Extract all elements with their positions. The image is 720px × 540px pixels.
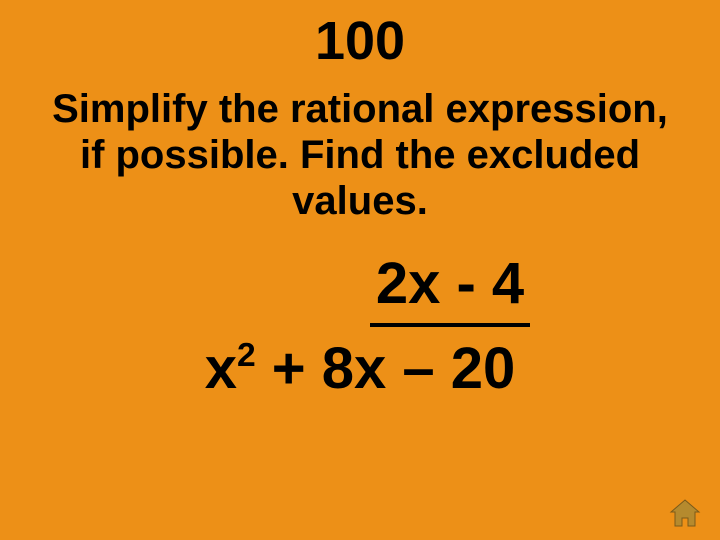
fraction-numerator: 2x - 4 [370, 248, 530, 327]
denominator-rest: + 8x – 20 [256, 336, 516, 401]
fraction-denominator: x2 + 8x – 20 [205, 333, 516, 406]
points-value: 100 [0, 0, 720, 68]
denominator-var: x [205, 336, 237, 401]
question-prompt: Simplify the rational expression, if pos… [0, 86, 720, 224]
denominator-exponent: 2 [237, 337, 256, 374]
home-icon[interactable] [668, 498, 702, 528]
math-expression: 2x - 4 x2 + 8x – 20 [0, 248, 720, 405]
